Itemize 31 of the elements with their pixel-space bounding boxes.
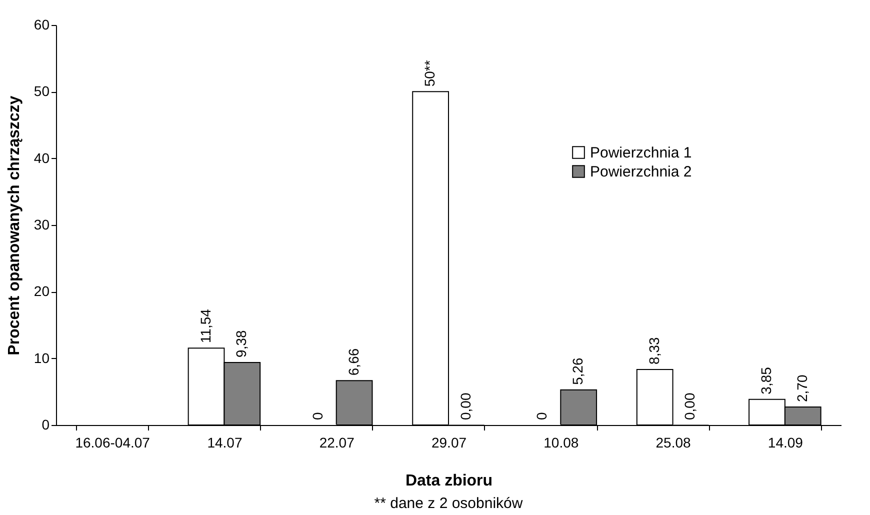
y-tick-label: 40: [34, 150, 50, 166]
x-tick-label: 22.07: [319, 434, 355, 450]
data-label: 0,00: [682, 392, 698, 420]
data-label: 8,33: [646, 337, 662, 364]
x-tick-label: 14.07: [207, 434, 242, 450]
data-label: 0: [309, 412, 326, 420]
x-tick-label: 14.09: [768, 434, 804, 450]
data-label: 50**: [422, 60, 438, 87]
data-label: 6,66: [345, 348, 362, 376]
x-tick-label: 10.08: [544, 434, 579, 450]
y-tick-label: 60: [34, 16, 50, 32]
y-tick-label: 50: [34, 83, 50, 100]
x-tick-label: 16.06-04.07: [75, 434, 150, 450]
y-tick-label: 0: [42, 416, 50, 432]
y-tick-label: 10: [34, 350, 50, 366]
data-label: 2,70: [794, 374, 810, 402]
data-label: 5,26: [570, 357, 586, 385]
data-label: 11,54: [197, 308, 214, 344]
legend-label: Powierzchnia 2: [590, 164, 692, 180]
legend-label: Powierzchnia 1: [590, 144, 692, 162]
x-tick-label: 25.08: [656, 434, 692, 450]
text: ** dane z 2 osobników: [374, 495, 523, 512]
data-label: 3,85: [758, 366, 774, 394]
y-axis-title: Procent opanowanych chrząszczy: [6, 96, 23, 356]
data-label: 9,38: [233, 330, 250, 358]
data-label: 0: [534, 412, 550, 420]
y-tick-label: 30: [34, 216, 50, 232]
y-tick-label: 20: [34, 283, 50, 300]
data-label: 0,00: [457, 392, 474, 420]
x-tick-label: 29.07: [431, 434, 467, 450]
x-axis-title: Data zbioru: [405, 472, 493, 490]
